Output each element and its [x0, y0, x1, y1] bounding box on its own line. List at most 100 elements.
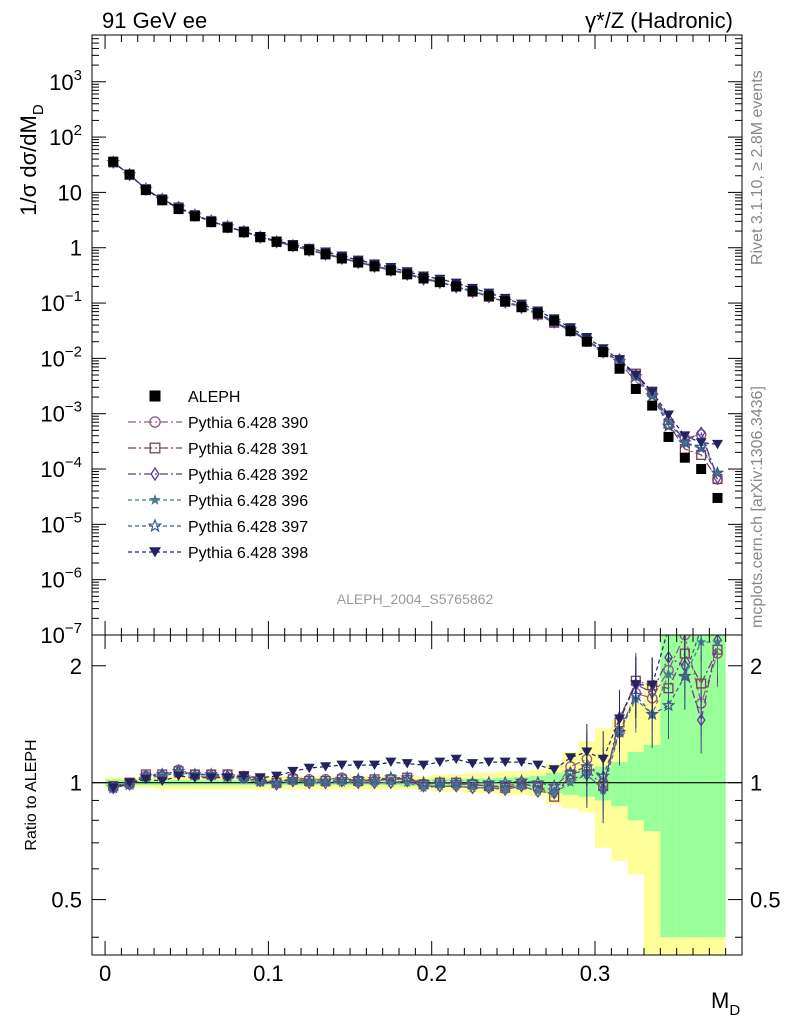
ratio-series-point [450, 754, 462, 765]
main-series-point [680, 434, 690, 448]
right-title: γ*/Z (Hadronic) [585, 8, 733, 33]
ratio-series-point [416, 775, 431, 789]
ratio-series-point [156, 776, 168, 786]
ratio-series-point [565, 777, 576, 788]
main-y-tick-label: 10−4 [40, 454, 82, 482]
legend-marker [149, 442, 161, 454]
ratio-series-point [385, 757, 397, 768]
aleph-point [336, 253, 347, 264]
tick-exponent: −3 [65, 399, 82, 416]
legend-marker-aleph [149, 390, 161, 402]
main-series-point [694, 439, 709, 453]
tick-base: 10 [40, 623, 64, 648]
ratio-series-point [140, 774, 152, 785]
ratio-y-tick-label-right: 1 [750, 771, 762, 796]
ratio-series-point [124, 778, 136, 788]
stat-uncertainty-band [660, 635, 677, 938]
ratio-series-point [401, 759, 413, 769]
ratio-series-point [157, 770, 168, 781]
ratio-series-point [548, 787, 560, 798]
ratio-frame [91, 634, 743, 956]
ratio-series-point [679, 624, 690, 633]
ratio-series-point [418, 760, 430, 771]
x-label-sub: D [729, 1002, 740, 1019]
aleph-point [124, 169, 135, 180]
ratio-series-point [614, 714, 626, 724]
legend-marker [149, 547, 161, 558]
ratio-series-point [254, 773, 266, 783]
rivet-label: Rivet 3.1.10, ≥ 2.8M events [749, 70, 766, 265]
ratio-series-point [287, 775, 299, 786]
tick-base: 1 [70, 236, 82, 261]
ratio-series-point [467, 759, 479, 769]
ratio-series-point [335, 772, 349, 786]
aleph-point [549, 315, 560, 326]
aleph-point [696, 464, 707, 475]
ratio-series-point [514, 773, 529, 787]
main-y-tick-label: 1 [70, 236, 82, 261]
ratio-series-point [712, 562, 723, 571]
main-series-point [712, 439, 724, 450]
legend-label: Pythia 6.428 392 [188, 467, 308, 484]
main-series-point [661, 418, 676, 432]
ratio-series-point [369, 760, 381, 771]
tick-exponent: −6 [65, 565, 82, 582]
ratio-series-point [271, 778, 282, 789]
aleph-point [581, 336, 592, 347]
ratio-series-point [663, 624, 674, 633]
ratio-series-point [483, 782, 495, 793]
ratio-series-point [205, 773, 217, 783]
x-tick-label: 0.1 [253, 961, 284, 986]
main-y-tick-label: 10−1 [40, 288, 82, 316]
ratio-series-point [696, 593, 707, 602]
ratio-series-point [320, 762, 332, 772]
ratio-series-point [434, 757, 446, 768]
main-series-point [645, 388, 660, 402]
ratio-series-line [113, 641, 718, 794]
aleph-point [369, 261, 380, 272]
tick-base: 10 [58, 180, 82, 205]
ratio-series-point [269, 775, 284, 789]
aleph-point [287, 241, 298, 252]
ratio-series-point [465, 775, 480, 789]
main-series-point [614, 355, 626, 365]
tick-base: 10 [40, 402, 64, 427]
legend-label: Pythia 6.428 397 [188, 519, 308, 536]
legend-entry-5: Pythia 6.428 397 [128, 518, 308, 536]
tick-exponent: −4 [65, 454, 82, 471]
ratio-series-point [253, 773, 268, 787]
aleph-point [516, 301, 527, 312]
ratio-series-point [418, 782, 429, 793]
ratio-series-point [302, 773, 317, 787]
tick-exponent: 2 [74, 122, 82, 139]
ratio-series-point [499, 784, 511, 795]
ratio-series-point [696, 623, 706, 633]
legend-label: Pythia 6.428 390 [188, 415, 308, 432]
ratio-series-point [530, 775, 545, 789]
ratio-series-point [352, 760, 364, 771]
ratio-series-point [597, 754, 609, 765]
ratio-series-6 [107, 562, 723, 793]
main-series-point [630, 370, 642, 380]
aleph-point [353, 257, 364, 268]
stat-uncertainty-band [627, 751, 645, 821]
ratio-series-point [385, 777, 397, 788]
ratio-series-point [467, 782, 478, 793]
tick-base: 10 [49, 125, 73, 150]
legend-marker [149, 416, 161, 428]
main-y-label-text: 1/σ dσ/dM [16, 115, 41, 216]
tick-base: 10 [40, 512, 64, 537]
aleph-point [108, 156, 119, 167]
aleph-point [255, 232, 266, 243]
aleph-point [712, 492, 723, 503]
ratio-series-point [401, 777, 413, 788]
main-y-tick-label: 10−2 [40, 343, 82, 371]
ratio-series-point [499, 757, 511, 768]
legend-entry-2: Pythia 6.428 391 [128, 441, 308, 458]
legend-label: ALEPH [188, 389, 240, 406]
legend-marker [149, 494, 161, 505]
main-series-point [646, 387, 658, 397]
ratio-y-axis-label: Ratio to ALEPH [23, 739, 40, 850]
ratio-series-point [400, 770, 415, 784]
